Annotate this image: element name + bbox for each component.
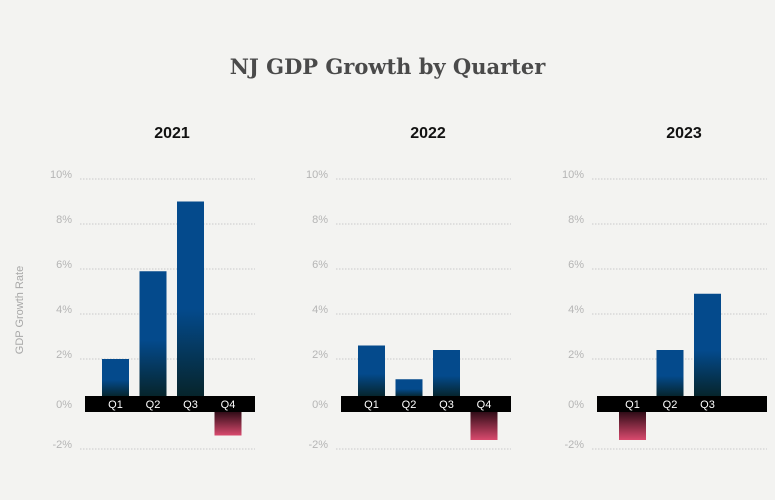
y-tick-label: 4% bbox=[568, 304, 584, 316]
bar-2022-Q3 bbox=[433, 350, 460, 397]
bar-2022-Q4 bbox=[470, 411, 498, 440]
bar-2022-Q1 bbox=[358, 345, 385, 397]
y-tick-label: 6% bbox=[568, 259, 584, 271]
bar-2021-Q3 bbox=[177, 201, 204, 397]
y-tick-label: 0% bbox=[568, 399, 584, 411]
bar-2021-Q2 bbox=[139, 271, 167, 397]
y-tick-label: 2% bbox=[56, 349, 72, 361]
zero-band bbox=[597, 396, 767, 412]
bar-2021-Q4 bbox=[214, 411, 242, 436]
y-tick-label: 4% bbox=[56, 304, 72, 316]
panel-title-2021: 2021 bbox=[154, 125, 190, 142]
bar-2023-Q2 bbox=[656, 350, 684, 397]
x-tick-label-Q1: Q1 bbox=[364, 399, 379, 411]
y-tick-label: 10% bbox=[562, 169, 584, 181]
chart-title: NJ GDP Growth by Quarter bbox=[229, 54, 546, 79]
panel-title-2023: 2023 bbox=[666, 125, 702, 142]
y-tick-label: -2% bbox=[52, 439, 72, 451]
y-tick-label: 2% bbox=[568, 349, 584, 361]
y-tick-label: -2% bbox=[308, 439, 328, 451]
bar-2021-Q1 bbox=[102, 359, 129, 397]
x-tick-label-Q1: Q1 bbox=[108, 399, 123, 411]
y-tick-label: 4% bbox=[312, 304, 328, 316]
x-tick-label-Q4: Q4 bbox=[221, 399, 236, 411]
y-tick-label: 10% bbox=[50, 169, 72, 181]
bar-2023-Q1 bbox=[619, 411, 646, 440]
y-tick-label: 0% bbox=[312, 399, 328, 411]
x-tick-label-Q4: Q4 bbox=[477, 399, 492, 411]
x-tick-label-Q3: Q3 bbox=[700, 399, 715, 411]
x-tick-label-Q2: Q2 bbox=[146, 399, 161, 411]
panel-title-2022: 2022 bbox=[410, 125, 446, 142]
y-tick-label: 6% bbox=[56, 259, 72, 271]
x-tick-label-Q1: Q1 bbox=[625, 399, 640, 411]
y-tick-label: 6% bbox=[312, 259, 328, 271]
y-tick-label: 2% bbox=[312, 349, 328, 361]
y-tick-label: 8% bbox=[312, 214, 328, 226]
y-tick-label: 10% bbox=[306, 169, 328, 181]
zero-band bbox=[341, 396, 511, 412]
x-tick-label-Q3: Q3 bbox=[439, 399, 454, 411]
bar-2023-Q3 bbox=[694, 293, 721, 397]
x-tick-label-Q2: Q2 bbox=[663, 399, 678, 411]
y-tick-label: 8% bbox=[568, 214, 584, 226]
bar-2022-Q2 bbox=[395, 379, 423, 397]
x-tick-label-Q3: Q3 bbox=[183, 399, 198, 411]
y-tick-label: 0% bbox=[56, 399, 72, 411]
x-tick-label-Q2: Q2 bbox=[402, 399, 417, 411]
zero-band bbox=[85, 396, 255, 412]
y-tick-label: -2% bbox=[564, 439, 584, 451]
y-tick-label: 8% bbox=[56, 214, 72, 226]
